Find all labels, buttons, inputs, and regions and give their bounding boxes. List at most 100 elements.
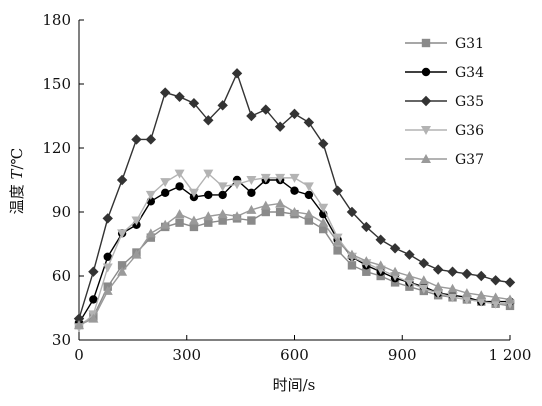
data-point-g35 (73, 313, 85, 324)
data-point-g36 (303, 182, 314, 192)
data-point-g36 (145, 190, 156, 200)
data-point-g37 (246, 204, 257, 214)
data-point-g36 (433, 289, 444, 299)
legend-label-g37: G37 (455, 152, 484, 168)
data-point-g36 (203, 169, 214, 179)
data-point-g35 (231, 68, 243, 79)
data-point-g37 (332, 236, 343, 246)
legend-item-g31: G31 (405, 36, 484, 52)
series-g34 (74, 175, 515, 328)
data-point-g35 (145, 134, 157, 145)
data-point-g34 (304, 190, 314, 200)
data-point-g36 (260, 173, 271, 183)
legend-label-g31: G31 (455, 36, 484, 52)
data-point-g31 (319, 224, 328, 234)
data-point-g31 (175, 218, 184, 227)
data-point-g35 (447, 266, 458, 277)
data-point-g36 (404, 278, 415, 288)
data-point-g35 (289, 108, 300, 120)
data-point-g37 (447, 283, 458, 293)
legend-marker-g37 (421, 154, 431, 163)
data-point-g35 (418, 258, 429, 269)
data-point-g35 (116, 174, 128, 186)
y-tick-label: 180 (42, 11, 71, 29)
data-point-g35 (88, 266, 99, 277)
data-point-g37 (131, 249, 142, 259)
data-point-g37 (188, 215, 199, 225)
legend-marker-g35 (420, 95, 432, 107)
y-tick-label: 90 (52, 203, 71, 221)
data-point-g31 (189, 222, 199, 232)
data-point-g37 (404, 271, 415, 280)
data-point-g35 (318, 138, 329, 149)
data-point-g36 (232, 180, 243, 190)
data-point-g31 (146, 233, 156, 242)
data-point-g37 (461, 288, 472, 298)
data-point-g36 (418, 284, 429, 294)
data-point-g36 (217, 182, 228, 192)
series-line-g34 (78, 179, 510, 324)
data-point-g37 (203, 211, 214, 221)
data-point-g37 (260, 200, 271, 210)
data-point-g35 (217, 100, 228, 111)
legend-marker-g36 (421, 126, 431, 135)
data-point-g31 (117, 261, 127, 270)
x-tick-label: 900 (388, 346, 417, 364)
data-point-g36 (275, 173, 286, 183)
x-axis-label: 时间/s (273, 376, 316, 394)
data-point-g35 (160, 87, 171, 98)
legend-item-g35: G35 (405, 94, 484, 110)
data-point-g37 (433, 281, 444, 291)
data-point-g37 (232, 211, 243, 221)
data-point-g36 (188, 188, 199, 198)
data-point-g35 (188, 98, 200, 109)
legend-marker-g34 (421, 67, 431, 77)
data-point-g36 (447, 293, 458, 303)
data-point-g31 (362, 267, 371, 276)
data-point-g31 (275, 207, 285, 217)
data-point-g36 (318, 203, 329, 213)
data-point-g34 (204, 190, 213, 200)
data-point-g35 (332, 185, 343, 196)
data-point-g37 (289, 207, 300, 216)
data-point-g31 (390, 278, 400, 287)
data-point-g37 (117, 266, 128, 276)
legend-label-g35: G35 (455, 94, 484, 110)
data-point-g35 (361, 221, 372, 233)
data-point-g37 (390, 266, 401, 276)
data-point-g34 (161, 188, 170, 197)
data-point-g31 (247, 216, 256, 225)
data-point-g37 (145, 228, 156, 238)
data-point-g37 (418, 275, 429, 285)
x-tick-label: 600 (280, 346, 309, 364)
data-point-g37 (74, 320, 84, 330)
data-point-g36 (174, 169, 185, 179)
data-point-g36 (476, 297, 487, 307)
x-tick-label: 300 (172, 346, 201, 364)
legend-marker-g31 (421, 38, 431, 48)
series-line-g31 (78, 211, 511, 326)
data-point-g35 (174, 91, 185, 102)
y-tick-label: 120 (42, 139, 71, 157)
y-axis-label: 温度 T/℃ (8, 148, 26, 215)
data-point-g34 (290, 186, 299, 195)
data-point-g31 (204, 218, 213, 227)
data-point-g31 (304, 216, 314, 225)
data-point-g31 (261, 207, 270, 217)
data-point-g34 (247, 188, 256, 197)
data-point-g36 (102, 263, 113, 273)
data-point-g37 (303, 209, 314, 219)
series-g35 (73, 68, 516, 324)
data-point-g37 (476, 290, 487, 300)
data-point-g37 (102, 285, 113, 295)
data-point-g36 (160, 178, 171, 188)
data-point-g37 (160, 219, 171, 229)
data-point-g35 (389, 243, 401, 254)
series-g36 (74, 169, 515, 333)
data-point-g35 (490, 275, 501, 286)
data-point-g35 (432, 264, 444, 275)
data-point-g35 (102, 213, 113, 224)
data-point-g37 (361, 256, 372, 266)
data-point-g35 (404, 249, 415, 260)
